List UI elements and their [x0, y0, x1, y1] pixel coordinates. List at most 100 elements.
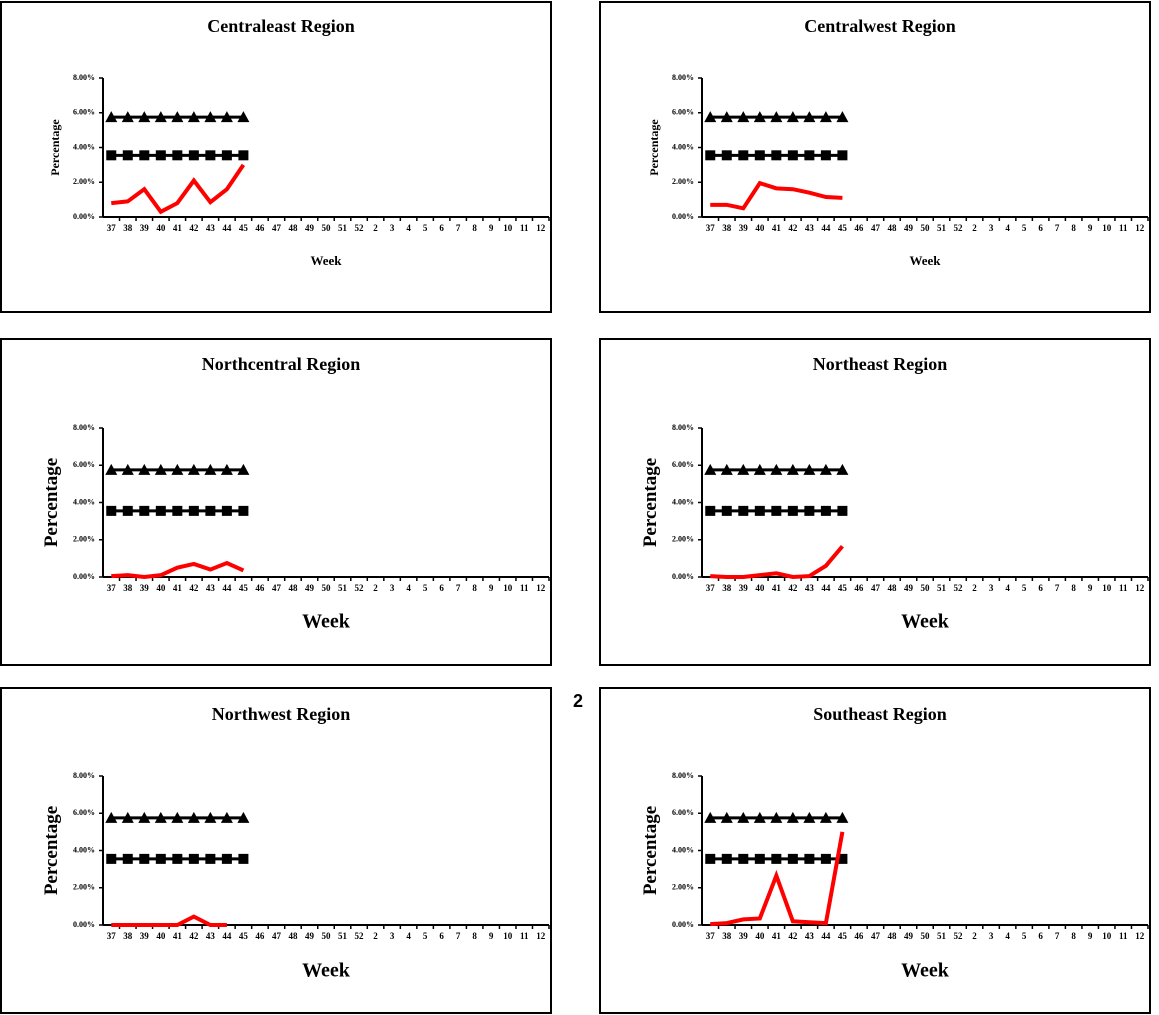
square-marker: [106, 505, 117, 516]
x-tick-label: 50: [921, 583, 931, 593]
y-tick-label: 8.00%: [672, 423, 694, 432]
y-tick-label: 0.00%: [73, 920, 95, 929]
x-tick-label: 11: [520, 931, 529, 941]
series-line: [710, 831, 845, 927]
x-tick-label: 4: [1005, 223, 1010, 233]
square-marker: [705, 150, 716, 161]
triangle-marker: [720, 811, 733, 823]
triangle-marker: [171, 811, 184, 823]
x-tick-label: 38: [722, 583, 732, 593]
triangle-marker: [704, 463, 717, 475]
y-tick-label: 0.00%: [73, 212, 95, 221]
triangle-marker: [803, 463, 816, 475]
triangle-marker: [720, 463, 733, 475]
chart-title: Northcentral Region: [202, 354, 360, 374]
triangle-marker: [836, 111, 849, 123]
triangle-marker: [204, 811, 217, 823]
x-tick-label: 37: [706, 931, 716, 941]
y-tick-label: 8.00%: [672, 73, 694, 82]
triangle-marker: [204, 111, 217, 123]
triangle-marker: [121, 811, 134, 823]
x-tick-label: 43: [805, 931, 815, 941]
x-axis-label: Week: [901, 960, 950, 982]
square-marker: [787, 505, 798, 516]
triangle-marker: [171, 111, 184, 123]
x-tick-label: 42: [189, 583, 199, 593]
page-number: 2: [573, 691, 583, 711]
x-tick-label: 8: [472, 583, 477, 593]
y-tick-label: 6.00%: [73, 808, 95, 817]
chart-title: Northeast Region: [813, 354, 947, 374]
x-tick-label: 12: [1135, 223, 1145, 233]
x-tick-label: 52: [954, 583, 964, 593]
square-marker: [754, 150, 765, 161]
x-tick-label: 40: [156, 223, 166, 233]
x-axis-label: Week: [310, 253, 342, 268]
x-tick-label: 46: [854, 223, 864, 233]
x-tick-label: 43: [206, 583, 216, 593]
y-axis-label: Percentage: [48, 119, 62, 176]
square-marker: [155, 853, 166, 864]
x-tick-label: 4: [1005, 931, 1010, 941]
triangle-marker: [836, 463, 849, 475]
x-tick-label: 47: [871, 583, 881, 593]
square-marker: [787, 853, 798, 864]
square-marker: [721, 150, 732, 161]
x-tick-label: 41: [772, 223, 782, 233]
x-tick-label: 42: [189, 223, 199, 233]
square-marker: [122, 505, 133, 516]
x-tick-label: 11: [520, 583, 529, 593]
x-tick-label: 2: [373, 931, 378, 941]
x-tick-label: 8: [1071, 931, 1076, 941]
y-tick-label: 6.00%: [672, 808, 694, 817]
y-tick-label: 2.00%: [73, 883, 95, 892]
x-tick-label: 11: [1119, 583, 1128, 593]
triangle-marker: [237, 111, 250, 123]
x-tick-label: 2: [373, 583, 378, 593]
triangle-marker: [770, 111, 783, 123]
x-tick-label: 2: [373, 223, 378, 233]
y-axis-label: Percentage: [41, 806, 62, 895]
triangle-marker: [720, 111, 733, 123]
triangle-marker: [704, 811, 717, 823]
triangle-marker: [138, 811, 151, 823]
triangle-marker: [105, 463, 118, 475]
square-marker: [754, 505, 765, 516]
square-marker: [738, 150, 749, 161]
y-tick-label: 4.00%: [73, 497, 95, 506]
square-marker: [705, 505, 716, 516]
x-tick-label: 37: [107, 223, 117, 233]
square-marker: [787, 150, 798, 161]
square-marker: [738, 505, 749, 516]
x-tick-label: 45: [239, 931, 249, 941]
series-line: [111, 914, 227, 927]
square-marker: [705, 853, 716, 864]
x-tick-label: 46: [854, 583, 864, 593]
x-tick-label: 38: [722, 931, 732, 941]
x-tick-label: 6: [1038, 931, 1043, 941]
x-tick-label: 47: [871, 931, 881, 941]
x-tick-label: 9: [489, 223, 494, 233]
x-tick-label: 9: [1088, 223, 1093, 233]
square-marker: [139, 505, 150, 516]
triangle-marker: [187, 811, 200, 823]
square-marker: [238, 853, 249, 864]
panel-border: [599, 687, 1151, 1014]
square-marker: [820, 853, 831, 864]
x-tick-label: 44: [821, 931, 831, 941]
x-axis-label: Week: [901, 611, 950, 633]
x-tick-label: 3: [390, 583, 395, 593]
x-tick-label: 3: [989, 583, 994, 593]
triangle-marker: [770, 811, 783, 823]
x-tick-label: 38: [123, 223, 133, 233]
x-tick-label: 50: [921, 223, 931, 233]
x-tick-label: 10: [503, 583, 513, 593]
x-tick-label: 10: [503, 931, 513, 941]
x-tick-label: 6: [439, 931, 444, 941]
y-axis-label: Percentage: [640, 458, 661, 547]
square-marker: [172, 505, 183, 516]
triangle-marker: [819, 463, 832, 475]
x-tick-label: 41: [173, 931, 183, 941]
square-marker: [188, 150, 199, 161]
x-tick-label: 47: [272, 931, 282, 941]
